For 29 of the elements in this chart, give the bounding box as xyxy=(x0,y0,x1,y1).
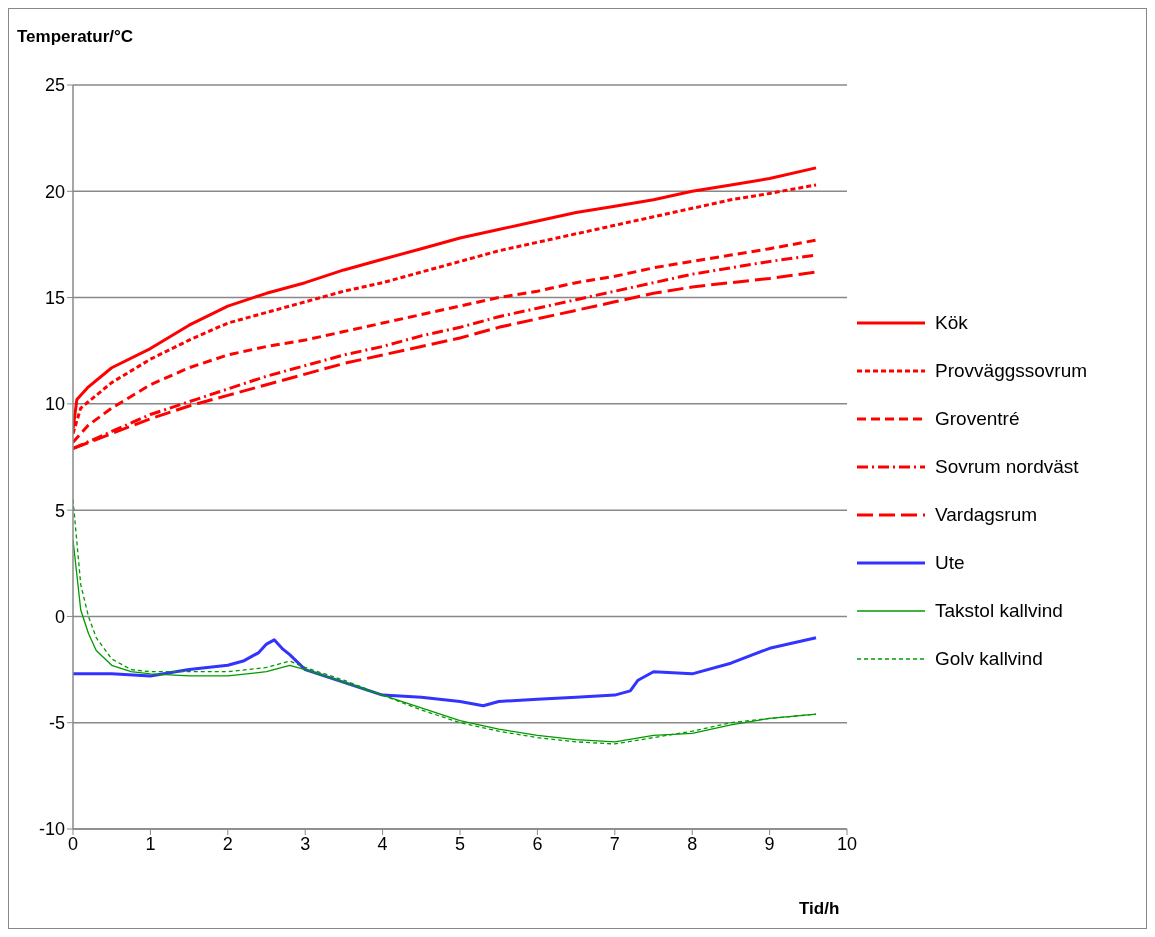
x-tick-label: 9 xyxy=(764,833,775,854)
x-tick-label: 10 xyxy=(836,833,858,854)
legend-label: Golv kallvind xyxy=(935,648,1043,670)
y-tick-label: -5 xyxy=(48,713,65,734)
x-tick-label: 2 xyxy=(222,833,233,854)
legend-label: Provväggssovrum xyxy=(935,360,1088,382)
x-tick-label: 1 xyxy=(145,833,156,854)
y-axis-title: Temperatur/°C xyxy=(17,27,134,47)
y-tick-label: 25 xyxy=(44,75,65,96)
legend-label: Takstol kallvind xyxy=(935,600,1063,622)
x-tick-label: 3 xyxy=(300,833,311,854)
legend-label: Vardagsrum xyxy=(935,504,1038,526)
legend-label: Kök xyxy=(935,312,968,334)
x-tick-label: 8 xyxy=(687,833,698,854)
y-tick-label: 5 xyxy=(54,500,65,521)
x-tick-label: 4 xyxy=(377,833,388,854)
legend-label: Sovrum nordväst xyxy=(935,456,1079,478)
y-tick-label: 20 xyxy=(44,181,65,202)
x-tick-label: 7 xyxy=(609,833,620,854)
y-tick-label: 15 xyxy=(44,287,65,308)
y-tick-label: -10 xyxy=(38,819,65,840)
x-tick-label: 6 xyxy=(532,833,543,854)
x-tick-label: 5 xyxy=(454,833,466,854)
x-axis-title: Tid/h xyxy=(799,899,840,919)
legend-label: Groventré xyxy=(935,408,1020,430)
y-tick-label: 10 xyxy=(44,394,65,415)
x-tick-label: 0 xyxy=(67,833,79,854)
y-tick-label: 0 xyxy=(54,606,65,627)
legend-label: Ute xyxy=(935,552,965,574)
